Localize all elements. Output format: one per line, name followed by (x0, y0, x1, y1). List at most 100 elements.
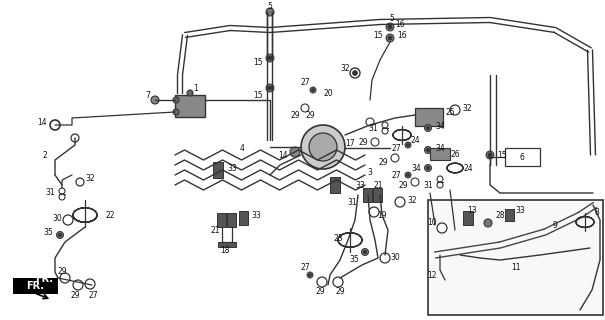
Circle shape (386, 34, 394, 42)
Text: 35: 35 (349, 255, 359, 265)
Circle shape (151, 96, 159, 104)
Text: 23: 23 (333, 234, 343, 243)
Circle shape (290, 147, 300, 157)
Circle shape (427, 166, 430, 170)
Circle shape (388, 36, 392, 40)
Bar (240, 211, 249, 225)
Text: 34: 34 (435, 143, 445, 153)
Text: 33: 33 (251, 211, 261, 220)
Text: FR.: FR. (26, 281, 44, 291)
Text: 15: 15 (253, 91, 263, 100)
Text: 17: 17 (345, 139, 355, 148)
Bar (430, 148, 450, 160)
Text: 24: 24 (463, 164, 473, 172)
Text: 29: 29 (398, 180, 408, 189)
Circle shape (425, 147, 431, 154)
Circle shape (173, 109, 179, 115)
Circle shape (363, 250, 367, 254)
Circle shape (310, 87, 316, 93)
Circle shape (268, 86, 272, 90)
Text: 29: 29 (305, 110, 315, 119)
Text: 34: 34 (411, 164, 421, 172)
Text: 31: 31 (347, 197, 357, 206)
Circle shape (486, 151, 494, 159)
Circle shape (312, 89, 315, 92)
Circle shape (309, 274, 312, 276)
Text: 14: 14 (37, 117, 47, 126)
Circle shape (488, 153, 492, 157)
Circle shape (405, 142, 411, 148)
Text: 19: 19 (377, 211, 387, 220)
Text: 14: 14 (278, 150, 288, 159)
Bar (227, 213, 237, 227)
Text: 29: 29 (358, 138, 368, 147)
Bar (415, 108, 443, 126)
FancyArrowPatch shape (22, 288, 48, 299)
Text: 35: 35 (43, 228, 53, 236)
Bar (505, 148, 540, 166)
Circle shape (405, 172, 411, 178)
Text: 26: 26 (450, 149, 460, 158)
Bar (506, 209, 514, 221)
Text: 29: 29 (315, 287, 325, 297)
Text: 27: 27 (300, 77, 310, 86)
Text: 16: 16 (397, 30, 407, 39)
Text: 31: 31 (423, 180, 433, 189)
Bar (218, 213, 226, 227)
Text: 4: 4 (240, 143, 244, 153)
Text: 2: 2 (42, 150, 47, 159)
Circle shape (58, 233, 62, 237)
Bar (364, 188, 373, 202)
Text: 31: 31 (45, 188, 55, 196)
Text: 7: 7 (146, 91, 151, 100)
Text: 13: 13 (467, 205, 477, 214)
Circle shape (309, 133, 337, 161)
Text: 20: 20 (323, 89, 333, 98)
Circle shape (388, 25, 392, 29)
Circle shape (362, 249, 368, 255)
Text: 15: 15 (497, 150, 507, 159)
Text: 21: 21 (373, 180, 383, 189)
Text: 6: 6 (520, 153, 525, 162)
Text: 8: 8 (595, 207, 600, 217)
Text: 5: 5 (267, 2, 272, 11)
Circle shape (56, 231, 64, 238)
Text: 29: 29 (290, 110, 300, 119)
Text: 21: 21 (211, 226, 220, 235)
Text: 11: 11 (511, 263, 521, 273)
Text: 32: 32 (85, 173, 95, 182)
Text: 27: 27 (391, 143, 401, 153)
Text: 18: 18 (220, 245, 230, 254)
Text: 12: 12 (427, 270, 437, 279)
Circle shape (301, 125, 345, 169)
Text: 24: 24 (410, 135, 420, 145)
Circle shape (386, 23, 394, 31)
Text: 9: 9 (552, 220, 557, 229)
Bar (13, 278, 58, 294)
Text: 3: 3 (368, 167, 373, 177)
Circle shape (425, 124, 431, 132)
Text: 33: 33 (355, 180, 365, 189)
Bar (218, 242, 236, 247)
Text: 27: 27 (300, 263, 310, 273)
Text: 30: 30 (52, 213, 62, 222)
Text: 5: 5 (390, 13, 394, 22)
Text: 30: 30 (390, 253, 400, 262)
Text: 32: 32 (462, 103, 472, 113)
Text: 16: 16 (395, 20, 405, 28)
Text: 28: 28 (495, 211, 505, 220)
Bar (175, 95, 205, 117)
Circle shape (266, 84, 274, 92)
Text: 29: 29 (335, 287, 345, 297)
Bar (213, 162, 223, 178)
Text: 27: 27 (391, 171, 401, 180)
Circle shape (353, 70, 358, 76)
Text: 34: 34 (435, 122, 445, 131)
Circle shape (173, 97, 179, 103)
Circle shape (427, 126, 430, 130)
Circle shape (427, 148, 430, 152)
Text: 27: 27 (88, 291, 98, 300)
Text: 29: 29 (70, 291, 80, 300)
Circle shape (266, 8, 274, 16)
Circle shape (187, 90, 193, 96)
